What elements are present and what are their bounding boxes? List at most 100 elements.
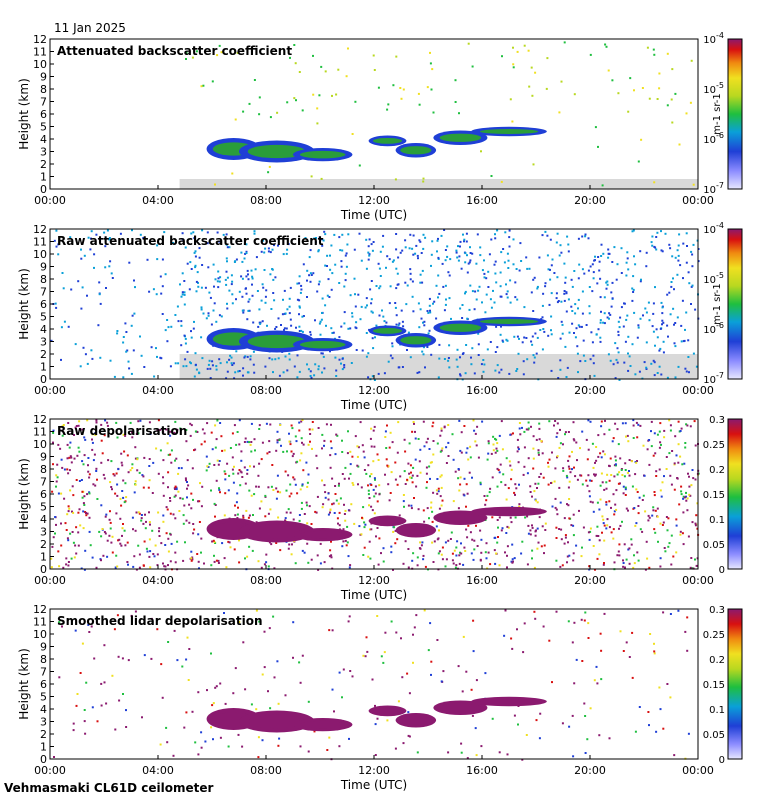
x-tick-label: 04:00 — [142, 384, 174, 397]
cloud-layer — [206, 316, 547, 353]
colorbar-tick-label: 0.2 — [709, 655, 725, 666]
y-tick-label: 8 — [40, 83, 47, 96]
y-tick-label: 7 — [40, 96, 47, 109]
y-tick-label: 7 — [40, 286, 47, 299]
y-tick-label: 11 — [33, 616, 47, 629]
x-tick-label: 16:00 — [466, 194, 498, 207]
chart-title: Smoothed lidar depolarisation — [57, 614, 263, 628]
y-tick-label: 10 — [33, 628, 47, 641]
colorbar-tick-label: 0.1 — [709, 705, 725, 716]
colorbar-tick-label: 0 — [719, 565, 725, 576]
chart-panel-2: Raw attenuated backscatter coefficient01… — [17, 221, 743, 412]
y-axis-label: Height (km) — [17, 268, 31, 339]
colorbar — [727, 38, 743, 190]
x-tick-label: 00:00 — [34, 574, 66, 587]
colorbar — [727, 608, 743, 760]
y-tick-label: 12 — [33, 33, 47, 46]
y-tick-label: 3 — [40, 716, 47, 729]
y-tick-label: 8 — [40, 463, 47, 476]
y-tick-label: 10 — [33, 438, 47, 451]
y-tick-label: 4 — [40, 513, 47, 526]
x-tick-label: 04:00 — [142, 574, 174, 587]
y-tick-label: 3 — [40, 336, 47, 349]
chart-title: Raw depolarisation — [57, 424, 187, 438]
y-tick-label: 2 — [40, 728, 47, 741]
x-axis-label: Time (UTC) — [340, 778, 407, 792]
plot-area — [50, 39, 698, 189]
colorbar-tick-label: 10-4 — [703, 221, 724, 236]
y-tick-label: 9 — [40, 641, 47, 654]
low-signal-region — [179, 179, 699, 189]
colorbar-tick-label: 0.15 — [703, 490, 725, 501]
x-tick-label: 20:00 — [574, 194, 606, 207]
footer-label: Vehmasmaki CL61D ceilometer — [4, 781, 213, 795]
x-tick-label: 04:00 — [142, 764, 174, 777]
y-tick-label: 9 — [40, 71, 47, 84]
x-tick-label: 00:00 — [682, 574, 714, 587]
x-tick-label: 00:00 — [34, 194, 66, 207]
x-tick-label: 20:00 — [574, 384, 606, 397]
y-tick-label: 5 — [40, 311, 47, 324]
y-tick-label: 11 — [33, 426, 47, 439]
x-tick-label: 20:00 — [574, 764, 606, 777]
x-tick-label: 08:00 — [250, 194, 282, 207]
x-tick-label: 12:00 — [358, 384, 390, 397]
colorbar-tick-label: 0 — [719, 755, 725, 766]
colorbar-tick-label: 0.15 — [703, 680, 725, 691]
y-tick-label: 4 — [40, 133, 47, 146]
y-tick-label: 9 — [40, 451, 47, 464]
x-tick-label: 12:00 — [358, 194, 390, 207]
noise-speckle — [50, 419, 700, 571]
y-tick-label: 1 — [40, 171, 47, 184]
y-tick-label: 5 — [40, 501, 47, 514]
x-tick-label: 16:00 — [466, 384, 498, 397]
noise-speckle — [185, 41, 695, 187]
colorbar-tick-label: 10-4 — [703, 31, 724, 46]
y-tick-label: 12 — [33, 223, 47, 236]
y-tick-label: 8 — [40, 273, 47, 286]
colorbar — [727, 418, 743, 570]
y-tick-label: 10 — [33, 248, 47, 261]
x-tick-label: 20:00 — [574, 574, 606, 587]
x-tick-label: 16:00 — [466, 574, 498, 587]
chart-panel-1: Attenuated backscatter coefficient012345… — [17, 31, 743, 222]
y-tick-label: 6 — [40, 678, 47, 691]
y-tick-label: 2 — [40, 348, 47, 361]
colorbar-tick-label: 0.3 — [709, 605, 725, 616]
y-tick-label: 5 — [40, 691, 47, 704]
colorbar — [727, 228, 743, 380]
cloud-layer — [206, 506, 547, 543]
x-tick-label: 00:00 — [682, 384, 714, 397]
noise-speckle — [53, 609, 690, 761]
y-tick-label: 6 — [40, 108, 47, 121]
colorbar-unit-label: m-1 sr-1 — [712, 283, 723, 325]
y-tick-label: 2 — [40, 158, 47, 171]
colorbar-tick-label: 0.05 — [703, 540, 725, 551]
y-tick-label: 1 — [40, 361, 47, 374]
y-tick-label: 6 — [40, 488, 47, 501]
plot-area — [50, 609, 698, 759]
y-tick-label: 11 — [33, 236, 47, 249]
chart-panel-4: Smoothed lidar depolarisation01234567891… — [17, 603, 743, 792]
y-tick-label: 1 — [40, 741, 47, 754]
y-axis-label: Height (km) — [17, 78, 31, 149]
x-tick-label: 08:00 — [250, 764, 282, 777]
x-axis-label: Time (UTC) — [340, 588, 407, 602]
x-tick-label: 00:00 — [682, 764, 714, 777]
y-axis-label: Height (km) — [17, 458, 31, 529]
x-tick-label: 12:00 — [358, 574, 390, 587]
x-tick-label: 04:00 — [142, 194, 174, 207]
y-tick-label: 7 — [40, 666, 47, 679]
y-tick-label: 0 — [40, 753, 47, 766]
colorbar-tick-label: 0.3 — [709, 415, 725, 426]
x-tick-label: 00:00 — [682, 194, 714, 207]
cloud-layer — [206, 696, 547, 733]
y-tick-label: 3 — [40, 526, 47, 539]
y-axis-label: Height (km) — [17, 648, 31, 719]
colorbar-tick-label: 0.25 — [703, 630, 725, 641]
y-tick-label: 4 — [40, 703, 47, 716]
y-tick-label: 11 — [33, 46, 47, 59]
colorbar-tick-label: 10-7 — [703, 371, 724, 386]
cloud-layer — [206, 126, 547, 163]
